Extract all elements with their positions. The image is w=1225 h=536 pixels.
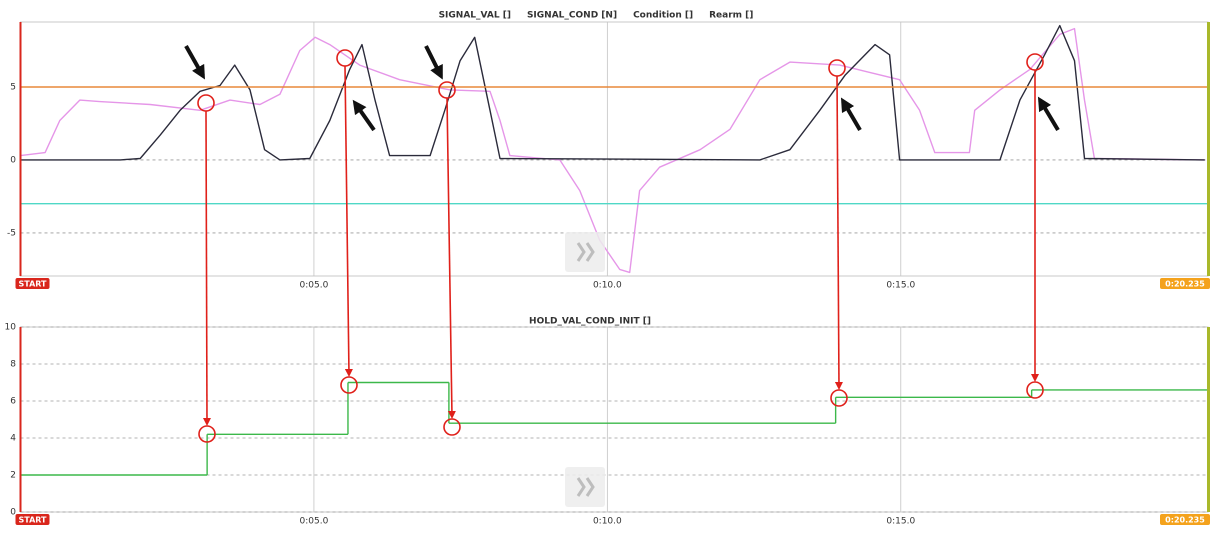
x-tick-label: 0:15.0 [886, 281, 915, 291]
y-tick-label: 0 [10, 155, 16, 165]
x-tick-label: 0:15.0 [886, 517, 915, 527]
end-marker [1207, 22, 1210, 276]
series-line [20, 27, 1205, 274]
y-tick-label: 5 [10, 82, 16, 92]
black-arrows [184, 45, 1060, 132]
time-badge [15, 278, 50, 289]
time-badge-label: 0:20.235 [1165, 280, 1205, 289]
red-markers [197, 49, 1044, 443]
plot-frame [20, 326, 1209, 513]
legend-entry: SIGNAL_COND [N] [527, 11, 617, 21]
x-tick-label: 0:05.0 [300, 517, 329, 527]
legend-entry: HOLD_VAL_COND_INIT [] [529, 317, 651, 327]
annotations [184, 45, 1060, 507]
x-tick-label: 0:05.0 [300, 281, 329, 291]
time-badge-label: 0:20.235 [1165, 516, 1205, 525]
y-tick-label: -5 [7, 228, 16, 238]
y-tick-label: 0 [10, 508, 16, 518]
x-tick-label: 0:10.0 [593, 517, 622, 527]
legend-entry: Condition [] [633, 11, 693, 21]
time-badge-label: START [18, 280, 47, 289]
y-tick-label: 6 [10, 397, 16, 407]
y-tick-label: 8 [10, 360, 16, 370]
x-tick-label: 0:10.0 [593, 281, 622, 291]
y-tick-label: 2 [10, 471, 16, 481]
next-button[interactable] [565, 232, 605, 272]
time-badge [1160, 514, 1210, 525]
time-badge [15, 514, 50, 525]
next-button[interactable] [565, 467, 605, 507]
legend-entry: Rearm [] [709, 11, 753, 21]
end-marker [1207, 327, 1210, 512]
plots: -5 0 5 START 0:05.0 0:10.0 0:15.0 0:20.235 SIGNA… [5, 11, 1210, 527]
series-line [20, 24, 1205, 161]
y-tick-label: 10 [5, 323, 17, 333]
time-badge [1160, 278, 1210, 289]
plot-frame [20, 21, 1209, 277]
y-tick-label: 4 [10, 434, 16, 444]
time-badge-label: START [18, 516, 47, 525]
legend-entry: SIGNAL_VAL [] [439, 11, 511, 21]
